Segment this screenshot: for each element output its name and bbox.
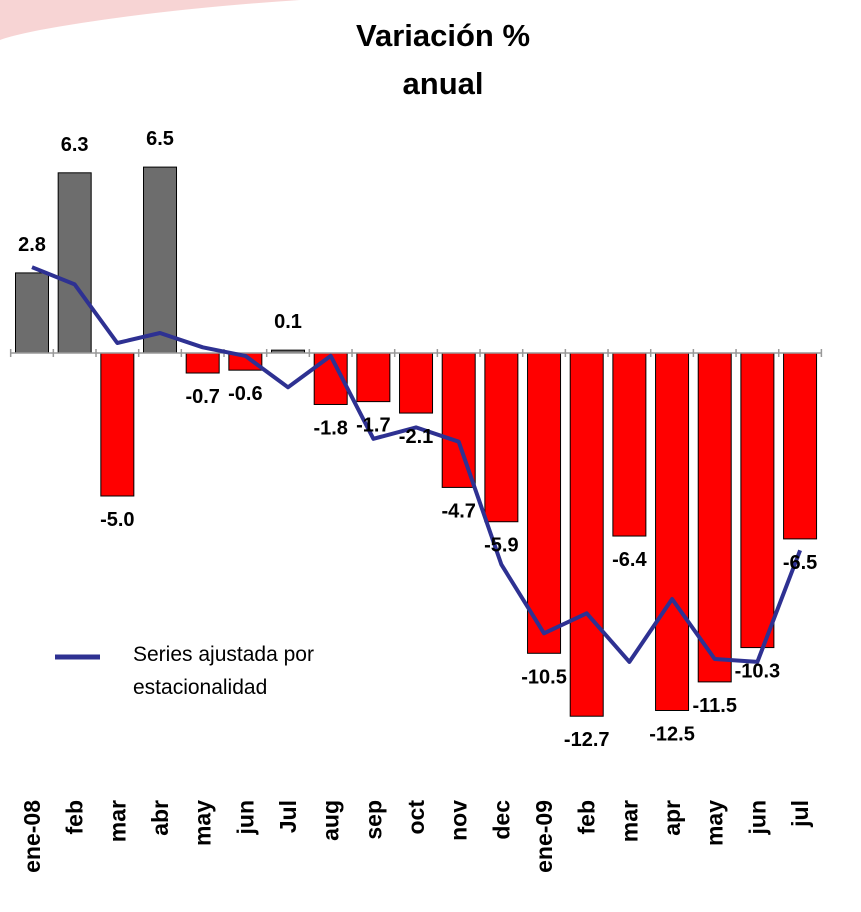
value-label: -12.7 xyxy=(564,729,610,751)
chart-title: Variación % anual xyxy=(355,18,531,101)
x-tick-label: jul xyxy=(787,800,813,828)
x-tick-label: apr xyxy=(659,800,685,836)
value-label: -0.7 xyxy=(185,386,219,408)
bar xyxy=(612,352,647,537)
x-tick-label: sep xyxy=(360,800,386,840)
x-tick-label: may xyxy=(702,800,728,846)
x-tick-label: dec xyxy=(488,800,514,840)
x-tick-label: oct xyxy=(403,800,429,835)
bar xyxy=(740,352,775,649)
x-tick-label: feb xyxy=(62,800,88,835)
value-label: -1.7 xyxy=(356,415,390,437)
bar xyxy=(441,352,476,488)
x-tick-label: jun xyxy=(232,800,258,836)
x-tick-label: mar xyxy=(616,800,642,842)
x-tick-label: jun xyxy=(744,800,770,836)
x-tick-label: may xyxy=(190,800,216,846)
x-tick-label: Jul xyxy=(275,800,301,833)
legend-label: Series ajustada por estacionalidad xyxy=(133,643,314,699)
line-series xyxy=(31,265,802,664)
bar xyxy=(399,352,434,414)
value-label: -1.8 xyxy=(313,417,347,439)
value-label: -10.3 xyxy=(735,661,781,683)
value-label: -10.5 xyxy=(521,666,567,688)
bar xyxy=(569,352,604,717)
value-label: 0.1 xyxy=(274,311,302,333)
bar xyxy=(143,166,178,354)
value-label: 6.5 xyxy=(146,128,174,150)
x-tick-label: ene-09 xyxy=(531,800,557,873)
bar xyxy=(57,172,92,354)
x-tick-label: nov xyxy=(446,800,472,841)
bar xyxy=(484,352,519,523)
value-label: -5.9 xyxy=(484,535,518,557)
value-label: -4.7 xyxy=(441,500,475,522)
value-label: 2.8 xyxy=(18,234,46,256)
bar xyxy=(697,352,732,683)
value-label: -12.5 xyxy=(649,724,695,746)
bar xyxy=(783,352,818,540)
bar xyxy=(527,352,562,654)
bar xyxy=(100,352,135,497)
bar xyxy=(655,352,690,711)
bar xyxy=(15,272,49,354)
value-label: -2.1 xyxy=(399,426,433,448)
x-tick-label: abr xyxy=(147,800,173,836)
bar xyxy=(356,352,391,403)
x-tick-label: feb xyxy=(574,800,600,835)
value-label: -6.4 xyxy=(612,549,647,571)
value-label: -11.5 xyxy=(692,695,736,717)
x-tick-label: aug xyxy=(318,800,344,841)
x-tick-label: mar xyxy=(104,800,130,842)
value-label: -5.0 xyxy=(100,509,134,531)
value-label: 6.3 xyxy=(61,134,89,156)
x-tick-label: ene-08 xyxy=(19,800,45,873)
decoration xyxy=(0,0,300,40)
bar xyxy=(185,352,220,374)
value-label: -0.6 xyxy=(228,383,262,405)
value-label: -6.5 xyxy=(783,552,817,574)
